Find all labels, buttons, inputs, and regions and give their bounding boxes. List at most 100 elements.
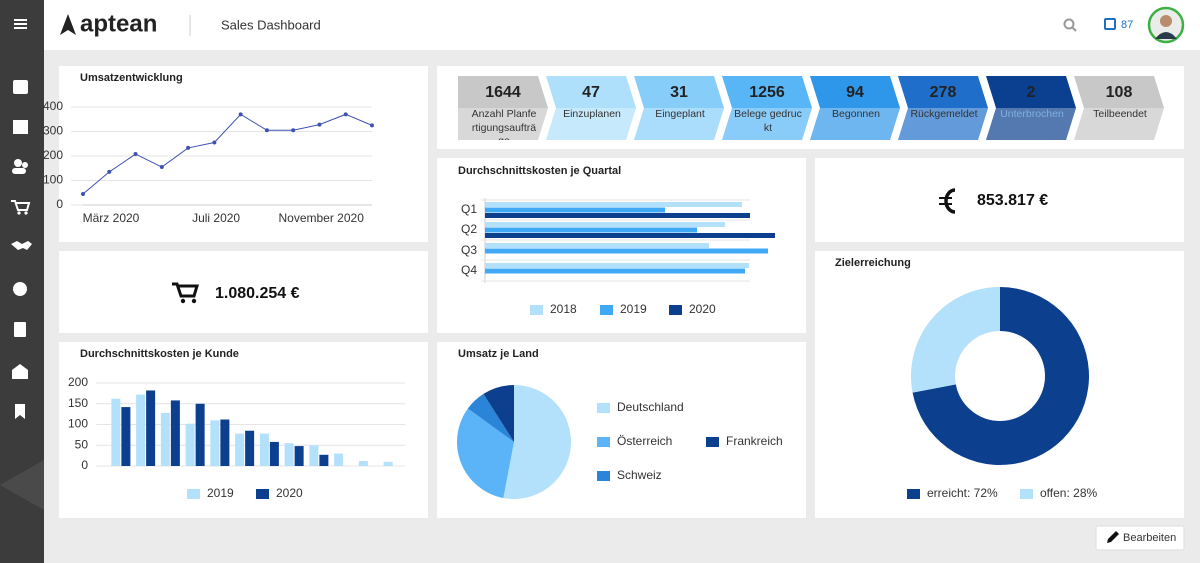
logo-text: aptean <box>80 10 157 37</box>
pie-slice <box>456 408 514 498</box>
pipeline-step-shade <box>1074 108 1164 140</box>
legend-swatch <box>669 305 682 315</box>
pipeline-value: 2 <box>1027 84 1036 101</box>
bar <box>121 407 131 466</box>
bookmark-icon[interactable] <box>15 404 25 419</box>
cart-kpi-icon <box>172 282 200 304</box>
bar <box>485 248 768 254</box>
bar <box>220 419 230 466</box>
sidebar-icons <box>11 19 32 419</box>
pipeline-value: 1256 <box>749 84 785 101</box>
deals-icon[interactable] <box>11 241 32 250</box>
pipeline-step <box>986 76 1076 140</box>
y-tick-label: 0 <box>56 197 63 211</box>
y-tick-label: 0 <box>81 458 88 472</box>
pipeline-label: Anzahl Planfertigungsaufträge <box>471 108 537 140</box>
line-series <box>82 113 373 195</box>
pipeline-step-shade <box>722 108 812 140</box>
notification-count[interactable]: 87 <box>1121 19 1133 31</box>
chart-title: Durchschnittskosten je Quartal <box>458 165 621 177</box>
pipeline-label: Unterbrochen <box>1000 108 1064 120</box>
edit-button-label[interactable]: Bearbeiten <box>1123 532 1176 544</box>
pie-slice <box>912 287 1090 465</box>
bar <box>485 233 775 238</box>
pipeline-label-box: Rückgemeldet <box>910 108 978 120</box>
bar <box>294 446 304 466</box>
bar <box>485 207 665 213</box>
pipeline-value: 31 <box>670 84 688 101</box>
y-tick-label: 50 <box>75 437 89 451</box>
line-point <box>238 112 243 117</box>
bar <box>309 445 319 466</box>
euro-kpi-icon <box>939 188 956 214</box>
legend-swatch <box>597 471 610 481</box>
pipeline-label: Belege gedruckt <box>734 108 802 134</box>
search-icon[interactable] <box>1063 18 1077 32</box>
settings-icon[interactable] <box>13 282 27 296</box>
bar <box>383 461 393 466</box>
y-tick-label: 300 <box>43 124 63 138</box>
tasks-icon[interactable] <box>14 322 26 337</box>
legend-swatch <box>706 437 719 447</box>
chart-title: Umsatz je Land <box>458 348 539 360</box>
pipeline-label-box: Begonnen <box>832 108 880 120</box>
y-tick-label: 200 <box>43 148 63 162</box>
bar <box>334 453 344 466</box>
legend-swatch <box>187 489 200 499</box>
bar <box>485 222 725 227</box>
bar <box>485 263 749 268</box>
menu-icon[interactable] <box>14 19 27 21</box>
pipeline-value: 94 <box>846 84 864 101</box>
page-title: Sales Dashboard <box>221 17 321 32</box>
pipeline-value: 108 <box>1106 84 1133 101</box>
pipeline-step-shade <box>634 108 724 140</box>
cart-icon[interactable] <box>11 200 31 211</box>
legend-label: 2020 <box>689 302 716 316</box>
legend-label: Schweiz <box>617 468 662 482</box>
bar <box>210 420 220 466</box>
pipeline-step <box>546 76 636 140</box>
chart-title: Umsatzentwicklung <box>80 72 183 84</box>
pipeline-step-shade <box>810 108 900 140</box>
dashboard-icon[interactable] <box>13 120 28 134</box>
pipeline-label-box: Belege gedruckt <box>734 108 802 134</box>
warehouse-icon[interactable] <box>12 364 28 379</box>
legend-swatch <box>597 437 610 447</box>
x-tick-label: März 2020 <box>83 211 140 225</box>
pipeline-label-box: Einzuplanen <box>563 108 621 120</box>
legend-swatch <box>530 305 543 315</box>
legend-label: Österreich <box>617 434 672 448</box>
customers-icon[interactable] <box>14 159 22 167</box>
pipeline-step <box>634 76 724 140</box>
pipeline-value: 47 <box>582 84 600 101</box>
pipeline-label-box: Teilbeendet <box>1093 108 1147 120</box>
bar <box>485 202 742 207</box>
pie-slice <box>910 287 1000 393</box>
legend-label: Frankreich <box>726 434 783 448</box>
pipeline-label: Eingeplant <box>655 108 705 120</box>
collapse-arrow[interactable] <box>0 460 44 510</box>
notification-icon[interactable] <box>1104 18 1116 30</box>
legend-label: offen: 28% <box>1040 486 1097 500</box>
legend-label: 2019 <box>207 486 234 500</box>
bar <box>269 441 279 466</box>
legend-swatch <box>600 305 613 315</box>
edit-button[interactable]: Bearbeiten <box>1095 525 1185 551</box>
pipeline-value: 278 <box>930 84 957 101</box>
inbox-icon[interactable] <box>13 80 28 94</box>
pipeline-label-box: Unterbrochen <box>1000 108 1064 120</box>
pipeline-label: Rückgemeldet <box>910 108 978 120</box>
line-point <box>343 112 348 117</box>
pipeline-label: Einzuplanen <box>563 108 621 120</box>
bar <box>319 454 329 466</box>
legend-label: 2020 <box>276 486 303 500</box>
pipeline-step-shade <box>898 108 988 140</box>
pipeline-step <box>810 76 900 140</box>
line-point <box>212 140 217 145</box>
bar <box>485 243 709 248</box>
pie-slice <box>483 385 514 442</box>
pipeline-step <box>722 76 812 140</box>
pipeline-label-box: Anzahl Planfertigungsaufträge <box>471 108 537 140</box>
legend-swatch <box>1020 489 1033 499</box>
pipeline-label: Begonnen <box>832 108 880 120</box>
